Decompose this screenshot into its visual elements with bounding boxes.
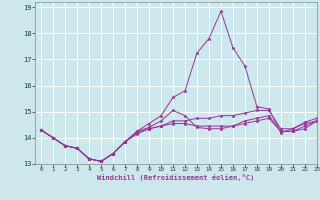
X-axis label: Windchill (Refroidissement éolien,°C): Windchill (Refroidissement éolien,°C)	[97, 174, 255, 181]
